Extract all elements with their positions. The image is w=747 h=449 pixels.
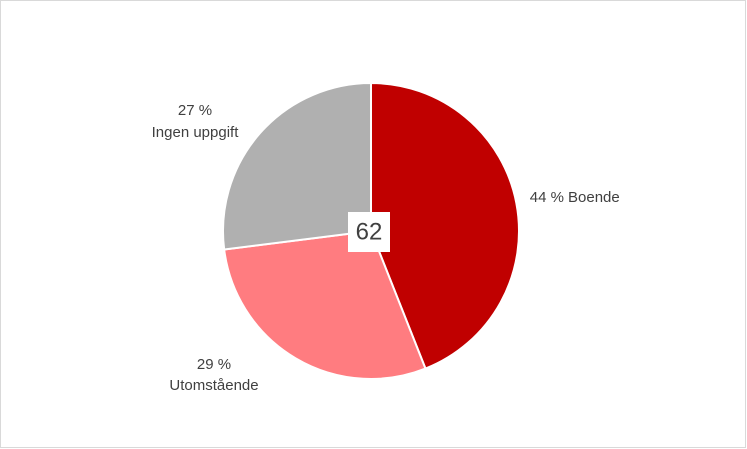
category-label: Utomstående [169,377,258,394]
pie-slice [370,81,520,370]
center-label: 62 [356,218,383,245]
center-label-box [348,212,390,252]
pie-slice [223,229,427,380]
pie-slice [222,81,372,251]
value-label: 29 % [197,356,231,373]
category-label: Ingen uppgift [152,124,240,141]
value-label: 27 % [178,102,212,119]
category-label: Boende [568,189,620,206]
value-label: 44 % [530,189,564,206]
